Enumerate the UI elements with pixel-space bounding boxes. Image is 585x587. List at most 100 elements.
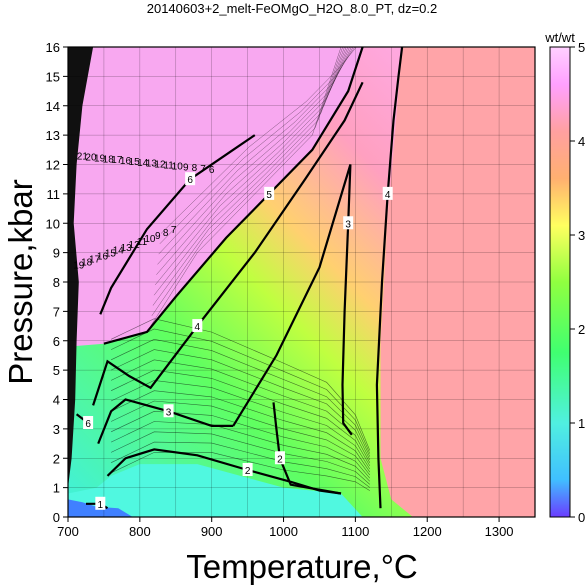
y-tick-label: 13	[46, 128, 60, 143]
x-tick-label: 700	[57, 524, 79, 539]
svg-text:1: 1	[98, 500, 104, 511]
y-tick-label: 10	[46, 216, 60, 231]
contour-label-3: 3	[163, 404, 174, 418]
y-tick-label: 5	[53, 363, 60, 378]
cluster-label-mid: 17	[89, 255, 101, 266]
cluster-label-top: 11	[163, 161, 174, 172]
cluster-label-top: 9	[183, 162, 189, 173]
y-tick-label: 12	[46, 158, 60, 173]
contour-line-6	[99, 134, 256, 315]
contour-line-5	[103, 47, 364, 345]
y-tick-label: 9	[53, 246, 60, 261]
colorbar-tick-label: 3	[578, 228, 585, 243]
cluster-label-top: 15	[129, 157, 141, 168]
contour-line-minor	[158, 47, 354, 255]
cluster-label-top: 7	[200, 164, 206, 175]
magenta-region	[68, 47, 363, 347]
y-tick-label: 8	[53, 275, 60, 290]
svg-text:4: 4	[385, 190, 391, 201]
contour-line-4	[375, 47, 404, 509]
y-tick-label: 11	[47, 187, 61, 202]
y-tick-label: 4	[53, 393, 60, 408]
contour-line-minor	[110, 328, 371, 454]
x-tick-label: 1300	[485, 524, 514, 539]
contour-label-6: 6	[83, 416, 94, 430]
colorbar-tick-label: 1	[578, 416, 585, 431]
colorbar-tick-label: 4	[578, 134, 585, 149]
svg-text:4: 4	[195, 322, 201, 333]
colorbar-gradient	[549, 46, 571, 518]
x-tick-label: 1200	[413, 524, 442, 539]
contour-line-minor	[110, 380, 371, 470]
x-tick-label: 1000	[269, 524, 298, 539]
y-tick-label: 14	[46, 99, 60, 114]
dense-contour-region	[68, 47, 94, 488]
cluster-label-top: 21	[77, 152, 89, 163]
svg-text:2: 2	[277, 454, 283, 465]
cluster-label-top: 8	[192, 163, 198, 174]
contour-label-6: 6	[185, 172, 196, 186]
cluster-label-top: 13	[146, 159, 158, 170]
x-tick-label: 800	[129, 524, 151, 539]
cluster-label-mid: 10	[144, 234, 156, 245]
contour-label-1: 1	[95, 496, 106, 511]
y-tick-label: 0	[53, 510, 60, 525]
cluster-label-mid: 14	[113, 246, 125, 257]
cluster-label-top: 17	[111, 155, 123, 166]
contour-line-minor	[110, 318, 371, 451]
y-tick-label: 15	[46, 69, 60, 84]
contour-line-minor	[110, 452, 370, 491]
svg-text:3: 3	[345, 219, 351, 230]
y-tick-label: 2	[53, 451, 60, 466]
cluster-label-mid: 9	[155, 231, 161, 242]
contour-line-minor	[160, 47, 357, 234]
cluster-label-top: 14	[137, 158, 149, 169]
colorbar-tick-label: 0	[578, 510, 585, 525]
svg-text:2: 2	[245, 466, 251, 477]
cluster-label-mid: 11	[137, 237, 148, 248]
y-tick-label: 3	[53, 422, 60, 437]
contour-label-5: 5	[264, 186, 275, 201]
cluster-label-top: 18	[103, 154, 115, 165]
cluster-label-mid: 19	[73, 260, 85, 271]
contour-line-minor	[110, 338, 371, 457]
x-tick-label: 900	[201, 524, 223, 539]
contour-line-minor	[150, 47, 342, 327]
svg-text:6: 6	[85, 419, 91, 430]
cluster-label-top: 16	[120, 156, 132, 167]
cluster-label-top: 12	[154, 160, 166, 171]
cluster-label-top: 20	[85, 153, 97, 164]
contour-line-minor	[152, 47, 345, 306]
contour-line-minor	[110, 400, 371, 476]
cluster-label-mid: 13	[121, 243, 133, 254]
y-axis-label: Pressure,kbar	[2, 179, 39, 384]
x-axis: 700 800 900 1000 1100 1200 1300	[57, 517, 514, 539]
colorbar: wt/wt 0 1 2 3 4 5	[544, 30, 585, 525]
contour-line-minor	[110, 410, 371, 479]
svg-text:5: 5	[266, 190, 272, 201]
contour-line-minor	[110, 421, 371, 482]
y-tick-label: 7	[53, 304, 60, 319]
colorbar-tick-label: 5	[578, 40, 585, 55]
cluster-label-top: 6	[209, 165, 215, 176]
x-tick-label: 1100	[341, 524, 369, 539]
y-tick-label: 6	[53, 334, 60, 349]
svg-text:6: 6	[187, 175, 193, 186]
cluster-label-mid: 8	[163, 228, 169, 239]
contour-line-minor	[110, 369, 371, 467]
cluster-label-top: 19	[94, 153, 106, 164]
contour-label-4: 4	[192, 319, 203, 333]
cyan-region	[68, 464, 363, 517]
contour-line-minor	[110, 359, 371, 463]
cluster-label-mid: 7	[171, 225, 177, 236]
colorbar-label: wt/wt	[544, 30, 575, 45]
svg-text:3: 3	[166, 407, 172, 418]
x-axis-label: Temperature,°C	[186, 548, 417, 585]
y-tick-label: 16	[46, 40, 60, 55]
contour-line-minor	[159, 47, 356, 244]
cluster-label-mid: 12	[129, 240, 141, 251]
